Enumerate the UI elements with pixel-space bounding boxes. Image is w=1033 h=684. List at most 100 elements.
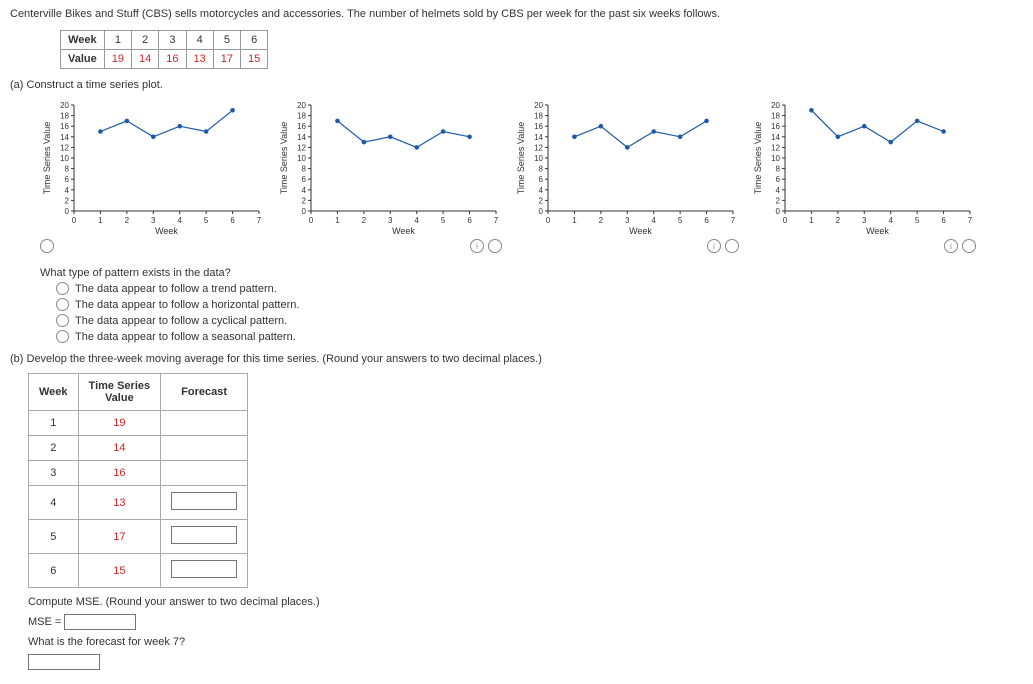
forecast-input-cell <box>161 411 248 436</box>
forecast-input[interactable] <box>171 492 237 510</box>
mse-row: MSE = <box>28 614 1023 630</box>
svg-text:14: 14 <box>534 133 543 142</box>
forecast-week-cell: 2 <box>29 436 79 461</box>
forecast-value-cell: 14 <box>78 436 161 461</box>
svg-text:10: 10 <box>60 154 69 163</box>
svg-text:0: 0 <box>783 216 788 225</box>
forecast-input-cell <box>161 520 248 554</box>
week-cell: 5 <box>213 31 240 50</box>
svg-text:4: 4 <box>302 186 307 195</box>
svg-text:18: 18 <box>60 112 69 121</box>
mse-instruction: Compute MSE. (Round your answer to two d… <box>28 596 1023 608</box>
svg-text:7: 7 <box>731 216 736 225</box>
svg-text:14: 14 <box>771 133 780 142</box>
radio-icon[interactable] <box>56 330 69 343</box>
svg-text:12: 12 <box>60 143 69 152</box>
svg-text:4: 4 <box>539 186 544 195</box>
pattern-option-label: The data appear to follow a cyclical pat… <box>75 315 287 327</box>
svg-text:2: 2 <box>599 216 604 225</box>
svg-text:8: 8 <box>302 165 307 174</box>
radio-icon[interactable] <box>56 298 69 311</box>
forecast-table: Week Time SeriesValue Forecast 119214316… <box>28 373 248 588</box>
chart-radio-row <box>40 239 265 253</box>
chart-option[interactable]: 0246810121416182001234567Time Series Val… <box>751 97 976 253</box>
pattern-question-text: What type of pattern exists in the data? <box>40 267 1023 279</box>
week-cell: 3 <box>159 31 186 50</box>
week-cell: 6 <box>241 31 268 50</box>
svg-text:6: 6 <box>941 216 946 225</box>
svg-text:10: 10 <box>534 154 543 163</box>
svg-text:20: 20 <box>297 101 306 110</box>
forecast-week-cell: 6 <box>29 554 79 588</box>
svg-text:12: 12 <box>534 143 543 152</box>
svg-text:Time Series Value: Time Series Value <box>42 122 52 195</box>
forecast-row: 517 <box>29 520 248 554</box>
info-icon[interactable]: i <box>470 239 484 253</box>
time-series-chart-svg: 0246810121416182001234567Time Series Val… <box>40 97 265 237</box>
forecast-input[interactable] <box>171 526 237 544</box>
chart-select-radio[interactable] <box>962 239 976 253</box>
svg-text:Time Series Value: Time Series Value <box>516 122 526 195</box>
svg-text:16: 16 <box>771 122 780 131</box>
svg-text:5: 5 <box>678 216 683 225</box>
chart-select-radio[interactable] <box>40 239 54 253</box>
svg-text:20: 20 <box>60 101 69 110</box>
chart-option[interactable]: 0246810121416182001234567Time Series Val… <box>40 97 265 253</box>
info-icon[interactable]: i <box>707 239 721 253</box>
pattern-option-label: The data appear to follow a trend patter… <box>75 283 277 295</box>
svg-text:6: 6 <box>539 175 544 184</box>
svg-text:2: 2 <box>539 196 544 205</box>
pattern-option[interactable]: The data appear to follow a seasonal pat… <box>56 330 1023 343</box>
svg-text:Time Series Value: Time Series Value <box>279 122 289 195</box>
week7-question: What is the forecast for week 7? <box>28 636 1023 648</box>
value-cell: 13 <box>186 50 213 69</box>
forecast-row: 413 <box>29 486 248 520</box>
forecast-row: 316 <box>29 461 248 486</box>
svg-text:2: 2 <box>125 216 130 225</box>
pattern-option[interactable]: The data appear to follow a horizontal p… <box>56 298 1023 311</box>
forecast-week-cell: 4 <box>29 486 79 520</box>
svg-text:14: 14 <box>60 133 69 142</box>
chart-select-radio[interactable] <box>725 239 739 253</box>
svg-text:3: 3 <box>151 216 156 225</box>
week-cell: 4 <box>186 31 213 50</box>
forecast-week-cell: 1 <box>29 411 79 436</box>
chart-option[interactable]: 0246810121416182001234567Time Series Val… <box>277 97 502 253</box>
svg-text:8: 8 <box>65 165 70 174</box>
svg-text:20: 20 <box>534 101 543 110</box>
svg-text:4: 4 <box>651 216 656 225</box>
radio-icon[interactable] <box>56 314 69 327</box>
chart-option[interactable]: 0246810121416182001234567Time Series Val… <box>514 97 739 253</box>
forecast-week-cell: 3 <box>29 461 79 486</box>
svg-text:6: 6 <box>704 216 709 225</box>
forecast-value-cell: 19 <box>78 411 161 436</box>
chart-select-radio[interactable] <box>488 239 502 253</box>
svg-text:0: 0 <box>776 207 781 216</box>
svg-text:20: 20 <box>771 101 780 110</box>
info-icon[interactable]: i <box>944 239 958 253</box>
mse-input[interactable] <box>64 614 136 630</box>
svg-text:4: 4 <box>888 216 893 225</box>
svg-text:2: 2 <box>65 196 70 205</box>
radio-icon[interactable] <box>56 282 69 295</box>
time-series-chart-svg: 0246810121416182001234567Time Series Val… <box>514 97 739 237</box>
svg-text:18: 18 <box>297 112 306 121</box>
svg-text:3: 3 <box>388 216 393 225</box>
week-cell: 2 <box>132 31 159 50</box>
forecast-value-cell: 13 <box>78 486 161 520</box>
chart-radio-row: i <box>277 239 502 253</box>
svg-text:0: 0 <box>309 216 314 225</box>
forecast-th-value: Time SeriesValue <box>78 374 161 411</box>
svg-text:1: 1 <box>572 216 577 225</box>
svg-text:18: 18 <box>534 112 543 121</box>
pattern-option[interactable]: The data appear to follow a cyclical pat… <box>56 314 1023 327</box>
part-a-label: (a) Construct a time series plot. <box>10 79 1023 91</box>
forecast-input[interactable] <box>171 560 237 578</box>
svg-text:0: 0 <box>72 216 77 225</box>
value-cell: 15 <box>241 50 268 69</box>
svg-text:7: 7 <box>494 216 499 225</box>
time-series-chart-svg: 0246810121416182001234567Time Series Val… <box>751 97 976 237</box>
pattern-option[interactable]: The data appear to follow a trend patter… <box>56 282 1023 295</box>
forecast-input-cell <box>161 436 248 461</box>
week7-input[interactable] <box>28 654 100 670</box>
